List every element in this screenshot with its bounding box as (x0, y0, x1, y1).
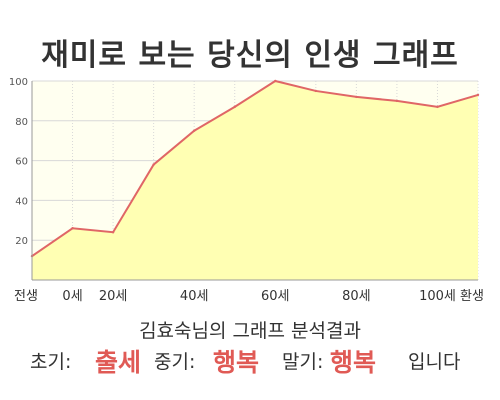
early-label: 초기: (30, 351, 72, 373)
data-point (192, 129, 196, 132)
late-value: 행복 (330, 348, 377, 377)
data-point (395, 99, 399, 103)
data-point (152, 163, 155, 166)
analysis-subtitle: 김효숙님의 그래프 분석결과 (139, 320, 361, 342)
y-tick-label: 20 (15, 236, 28, 247)
y-tick-label: 60 (15, 157, 28, 168)
y-tick-label: 40 (15, 196, 28, 207)
data-point (274, 79, 277, 83)
x-tick-label: 0세 (62, 289, 82, 304)
chart-title: 재미로 보는 당신의 인생 그래프 (41, 38, 459, 73)
x-tick-label: 100세 (419, 289, 456, 304)
y-tick-label: 80 (15, 117, 28, 128)
x-tick-label: 60세 (261, 289, 290, 304)
x-tick-label: 20세 (99, 289, 128, 304)
mid-value: 행복 (213, 348, 260, 377)
x-tick-label: 40세 (180, 289, 209, 304)
mid-label: 중기: (154, 351, 196, 373)
x-tick-label: 80세 (342, 289, 371, 304)
data-point (71, 227, 74, 230)
data-point (436, 105, 439, 109)
y-tick-label: 100 (9, 77, 28, 88)
data-point (314, 89, 318, 93)
data-point (355, 95, 358, 99)
ending-text: 입니다 (408, 351, 461, 373)
series-area (32, 81, 478, 280)
data-point (111, 231, 115, 234)
x-tick-label: 환생 (460, 289, 484, 304)
late-label: 말기: (282, 351, 324, 373)
data-point (233, 105, 236, 109)
data-point (476, 93, 480, 97)
early-value: 출세 (95, 348, 142, 377)
series-line (31, 79, 479, 257)
x-tick-label: 전생 (14, 289, 38, 304)
